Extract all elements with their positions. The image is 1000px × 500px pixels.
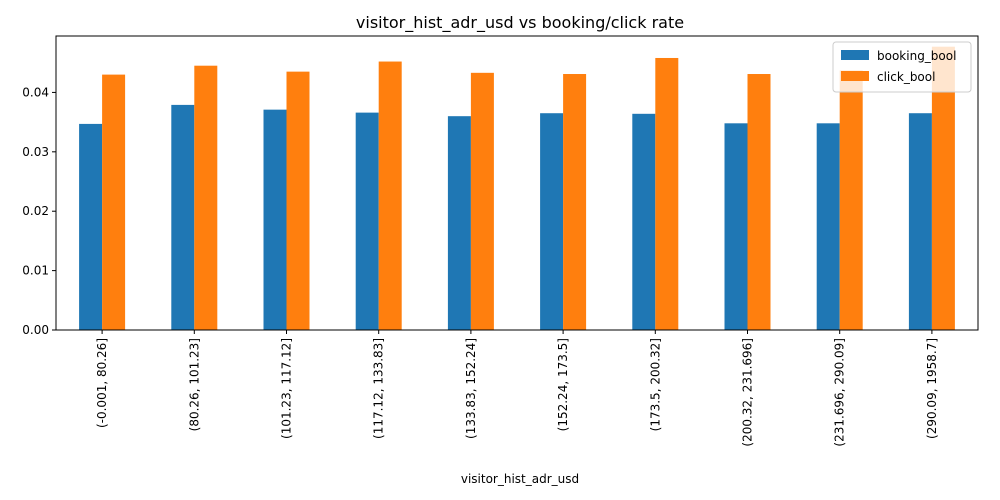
y-tick-label: 0.02: [22, 204, 49, 218]
x-tick-label: (101.23, 117.12]: [280, 338, 294, 439]
x-tick-label: (290.09, 1958.7]: [925, 338, 939, 439]
bar-click_bool: [563, 74, 587, 331]
x-tick-label: (80.26, 101.23]: [187, 338, 201, 431]
bar-booking_bool: [540, 113, 564, 330]
bar-click_bool: [102, 74, 126, 330]
y-tick-label: 0.03: [22, 145, 49, 159]
x-tick-label: (152.24, 173.5]: [556, 338, 570, 431]
bar-click_bool: [286, 71, 310, 331]
bar-booking_bool: [908, 113, 932, 330]
plot-area: 0.00 0.01 0.02 0.03 0.04 (-0.001, 80.26] (80.2…: [22, 46, 955, 447]
bar-booking_bool: [171, 104, 195, 330]
plot-frame: [55, 35, 979, 331]
bar-click_bool: [931, 46, 955, 330]
bar-click_bool: [378, 61, 402, 330]
bar-booking_bool: [724, 123, 748, 331]
bar-click_bool: [747, 74, 771, 331]
x-tick-label: (200.32, 231.696]: [741, 338, 755, 447]
x-tick-label: (117.12, 133.83]: [372, 338, 386, 439]
legend-label-click_bool: click_bool: [877, 70, 935, 84]
bar-booking_bool: [263, 109, 287, 330]
x-tick-label: (-0.001, 80.26]: [95, 338, 109, 428]
x-axis-label: visitor_hist_adr_usd: [461, 472, 579, 486]
bar-booking_bool: [447, 116, 471, 330]
x-tick-label: (133.83, 152.24]: [464, 338, 478, 439]
y-tick-label: 0.00: [22, 323, 49, 337]
bar-booking_bool: [632, 113, 656, 330]
legend-label-booking_bool: booking_bool: [877, 49, 956, 63]
legend-swatch-booking_bool: [841, 50, 869, 60]
bar-booking_bool: [816, 123, 840, 331]
legend-swatch-click_bool: [841, 71, 869, 81]
bar-click_bool: [655, 57, 679, 330]
bar-booking_bool: [355, 112, 379, 330]
chart-title: visitor_hist_adr_usd vs booking/click ra…: [356, 13, 684, 33]
x-tick-label: (173.5, 200.32]: [648, 338, 662, 431]
legend: booking_bool click_bool: [832, 41, 972, 93]
bar-click_bool: [194, 65, 218, 331]
bar-click_bool: [839, 70, 863, 330]
bar-click_bool: [470, 72, 494, 330]
y-tick-label: 0.01: [22, 264, 49, 278]
x-tick-label: (231.696, 290.09]: [833, 338, 847, 447]
bar-booking_bool: [79, 123, 103, 330]
y-tick-label: 0.04: [22, 85, 49, 99]
